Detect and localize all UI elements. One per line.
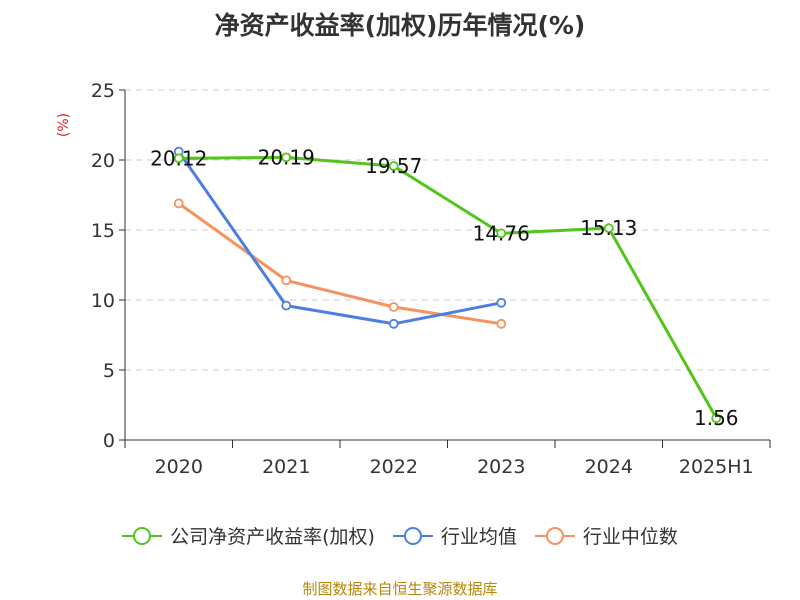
data-point: [496, 228, 507, 239]
series-line: [177, 202, 502, 326]
y-tick-label: 15: [91, 220, 115, 242]
legend-label: 行业中位数: [582, 526, 678, 548]
x-tick-label: 2023: [477, 456, 525, 478]
data-point: [711, 413, 722, 424]
data-point: [388, 318, 399, 329]
y-tick-label: 0: [103, 430, 115, 452]
data-label: 1.56: [694, 406, 739, 430]
x-tick-label: 2022: [370, 456, 418, 478]
data-label: 20.19: [258, 145, 315, 169]
data-point: [173, 153, 184, 164]
data-point: [388, 302, 399, 312]
y-tick-label: 25: [91, 80, 115, 102]
y-tick-label: 20: [91, 150, 115, 172]
data-label: 15.13: [580, 216, 637, 240]
y-tick-label: 10: [91, 290, 115, 312]
legend-item: 公司净资产收益率(加权): [122, 522, 375, 549]
data-point: [388, 161, 399, 171]
y-axis-label: (%): [56, 113, 72, 137]
legend-label: 行业均值: [440, 526, 517, 548]
legend-marker: [122, 526, 163, 545]
data-point: [281, 300, 292, 311]
data-label: 20.12: [150, 146, 207, 170]
chart-title: 净资产收益率(加权)历年情况(%): [214, 11, 586, 40]
legend-item: 行业中位数: [534, 522, 678, 549]
data-point: [281, 152, 292, 163]
series-line: [177, 150, 502, 326]
series-line: [178, 155, 718, 419]
y-tick-label: 5: [103, 360, 115, 382]
x-tick-label: 2021: [262, 456, 310, 478]
legend: 公司净资产收益率(加权) 行业均值 行业中位数: [0, 522, 800, 549]
legend-item: 行业均值: [392, 522, 517, 549]
x-tick-label: 2024: [585, 456, 633, 478]
legend-label: 公司净资产收益率(加权): [170, 526, 375, 548]
data-point: [281, 275, 292, 286]
x-tick-label: 2020: [155, 456, 203, 478]
data-point: [173, 198, 184, 209]
x-tick-label: 2025H1: [679, 456, 754, 478]
legend-marker: [534, 526, 575, 545]
source-note: 制图数据来自恒生聚源数据库: [302, 580, 498, 598]
data-label: 19.57: [365, 154, 422, 178]
legend-marker: [392, 526, 433, 545]
data-point: [496, 318, 507, 329]
data-label: 14.76: [473, 221, 530, 245]
data-point: [603, 223, 614, 234]
data-point: [496, 297, 507, 308]
